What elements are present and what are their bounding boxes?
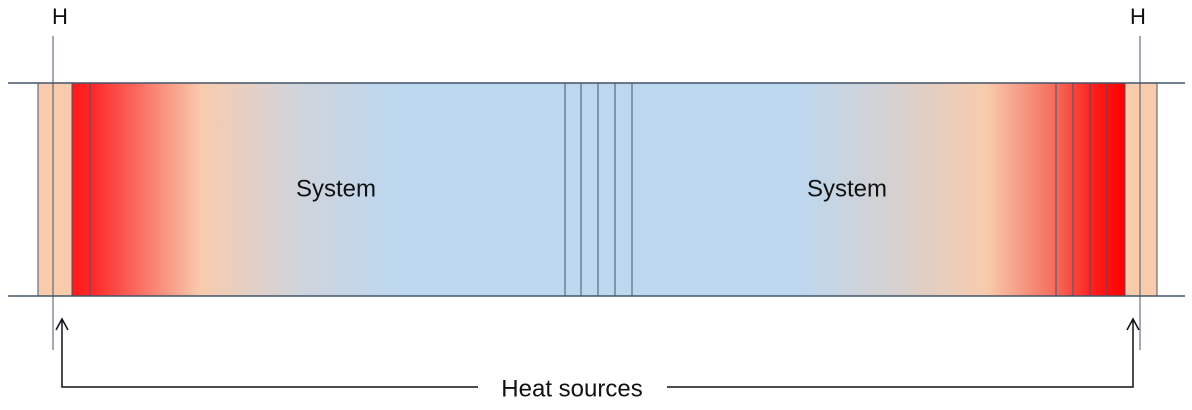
annotation: Heat sources [501,375,642,402]
region-label: System [807,175,887,202]
right-region [632,83,1125,296]
bracket [55,317,1140,388]
source-label: H [52,4,68,29]
bar [8,82,1185,297]
right-edge [1125,83,1157,296]
left-region [72,83,632,296]
arrow-head [55,317,69,331]
region-label: System [296,175,376,202]
arrow-head [1126,317,1140,331]
left-edge [38,83,72,296]
bracket-line [61,320,478,388]
bracket-line [667,320,1134,388]
source-label: H [1130,4,1146,29]
